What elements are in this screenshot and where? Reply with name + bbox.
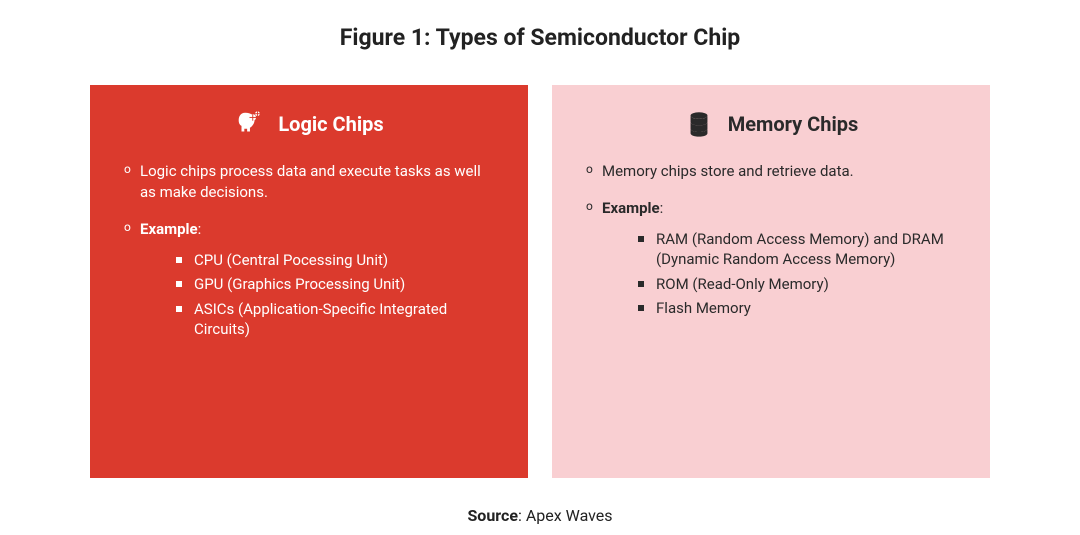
memory-example-list: RAM (Random Access Memory) and DRAM (Dyn… (602, 229, 960, 318)
logic-example-block: Example: CPU (Central Pocessing Unit) GP… (124, 219, 498, 339)
cards-row: Logic Chips Logic chips process data and… (90, 85, 990, 478)
list-item: CPU (Central Pocessing Unit) (176, 250, 498, 270)
memory-card-header: Memory Chips (582, 109, 960, 139)
source-sep: : (518, 506, 526, 525)
list-item: Flash Memory (638, 298, 960, 318)
memory-desc: Memory chips store and retrieve data. (586, 161, 960, 182)
example-label: Example (602, 199, 660, 217)
source-value: Apex Waves (526, 506, 613, 525)
source-label: Source (467, 506, 518, 525)
figure-container: Figure 1: Types of Semiconductor Chip (0, 0, 1080, 535)
memory-chips-card: Memory Chips Memory chips store and retr… (552, 85, 990, 478)
figure-title: Figure 1: Types of Semiconductor Chip (90, 24, 990, 51)
logic-desc: Logic chips process data and execute tas… (124, 161, 498, 203)
example-label: Example (140, 220, 198, 238)
memory-example-block: Example: RAM (Random Access Memory) and … (586, 198, 960, 318)
list-item: ROM (Read-Only Memory) (638, 274, 960, 294)
logic-bullets: Logic chips process data and execute tas… (120, 161, 498, 339)
example-colon: : (660, 199, 664, 217)
source-line: Source: Apex Waves (90, 506, 990, 525)
memory-bullets: Memory chips store and retrieve data. Ex… (582, 161, 960, 318)
example-colon: : (198, 220, 202, 238)
logic-card-title: Logic Chips (278, 112, 383, 136)
memory-card-title: Memory Chips (728, 112, 859, 136)
list-item: GPU (Graphics Processing Unit) (176, 274, 498, 294)
brain-gear-icon (234, 109, 264, 139)
logic-card-header: Logic Chips (120, 109, 498, 139)
list-item: RAM (Random Access Memory) and DRAM (Dyn… (638, 229, 960, 270)
logic-example-list: CPU (Central Pocessing Unit) GPU (Graphi… (140, 250, 498, 339)
list-item: ASICs (Application-Specific Integrated C… (176, 299, 498, 340)
database-icon (684, 109, 714, 139)
logic-chips-card: Logic Chips Logic chips process data and… (90, 85, 528, 478)
